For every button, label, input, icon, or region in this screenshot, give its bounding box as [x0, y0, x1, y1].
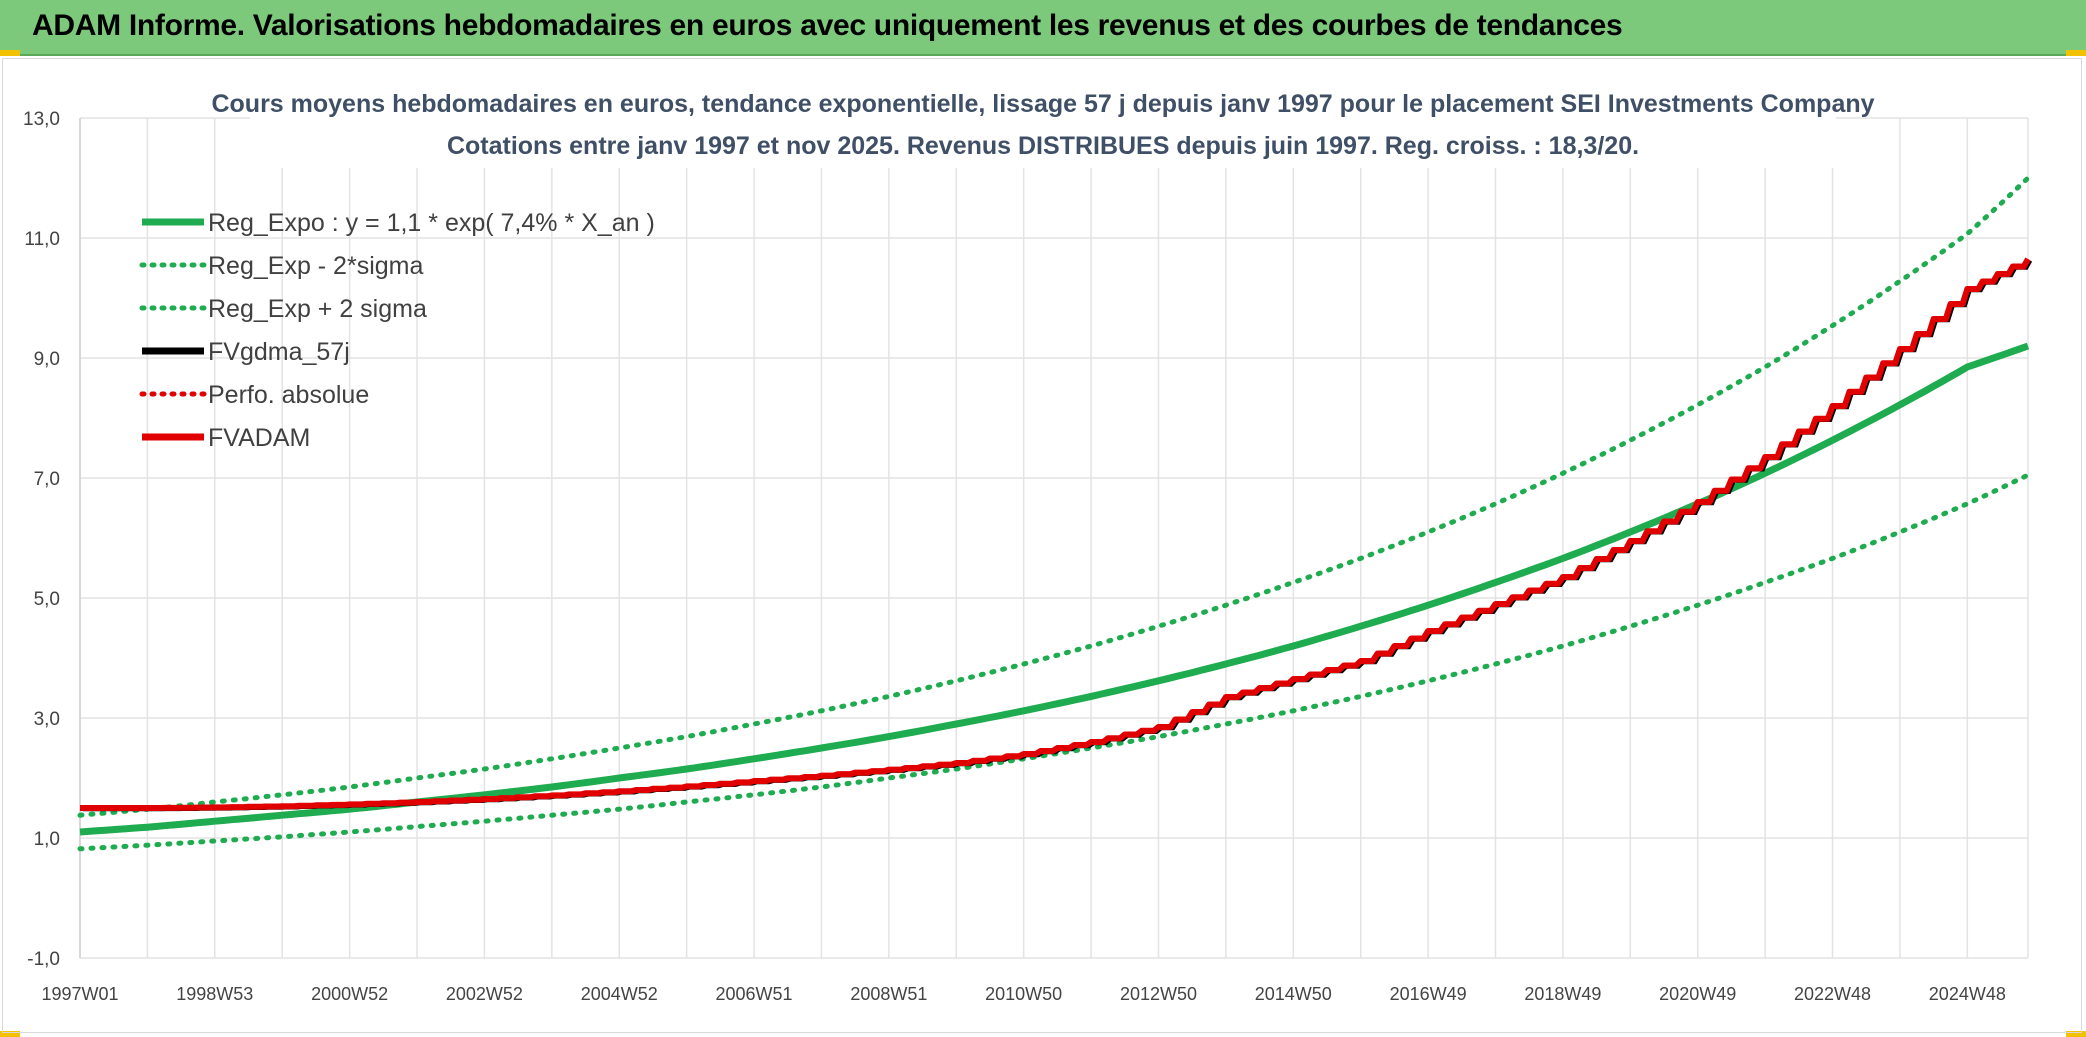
corner-mark-right	[2066, 50, 2086, 56]
series-fvgdma-57j	[83, 260, 2033, 812]
x-tick-label: 2002W52	[446, 984, 523, 1004]
legend: Reg_Expo : y = 1,1 * exp( 7,4% * X_an ) R…	[139, 209, 655, 452]
x-tick-label: 2014W50	[1255, 984, 1332, 1004]
x-tick-label: 2012W50	[1120, 984, 1197, 1004]
x-tick-label: 2006W51	[716, 984, 793, 1004]
y-tick-label: 3,0	[34, 709, 60, 730]
legend-label: Reg_Expo : y = 1,1 * exp( 7,4% * X_an )	[208, 209, 655, 237]
y-tick-label: 13,0	[23, 109, 60, 130]
title-banner: ADAM Informe. Valorisations hebdomadaire…	[0, 0, 2086, 56]
y-tick-label: 11,0	[24, 229, 60, 250]
legend-label: Reg_Exp + 2 sigma	[208, 295, 427, 323]
x-tick-label: 2020W49	[1659, 984, 1736, 1004]
chart-title-line-1: Cours moyens hebdomadaires en euros, ten…	[211, 90, 1874, 118]
x-tick-label: 1997W01	[41, 984, 118, 1004]
legend-label: FVgdma_57j	[208, 338, 350, 366]
chart-title-line-2: Cotations entre janv 1997 et nov 2025. R…	[447, 132, 1639, 160]
x-tick-label: 2004W52	[581, 984, 658, 1004]
x-tick-label: 2000W52	[311, 984, 388, 1004]
axis-ticks: -1,0 1,0 3,0 5,0 7,0 9,0 11,0 13,0 1997W01 1998W5…	[23, 109, 2006, 1004]
x-tick-label: 2018W49	[1524, 984, 1601, 1004]
y-tick-label: 5,0	[34, 589, 60, 610]
legend-label: Reg_Exp - 2*sigma	[208, 252, 423, 280]
x-tick-label: 1998W53	[176, 984, 253, 1004]
x-tick-label: 2016W49	[1390, 984, 1467, 1004]
series-fvadam	[80, 257, 2031, 811]
grid-lines	[79, 117, 2029, 959]
legend-label: Perfo. absolue	[208, 381, 369, 409]
y-tick-label: 7,0	[34, 469, 60, 490]
series-reg-expo	[79, 342, 2030, 836]
legend-label: FVADAM	[208, 424, 310, 452]
y-tick-label: -1,0	[27, 949, 60, 970]
x-tick-label: 2022W48	[1794, 984, 1871, 1004]
y-tick-label: 1,0	[34, 829, 60, 850]
x-tick-label: 2024W48	[1929, 984, 2006, 1004]
corner-mark-bottom-right	[2066, 1031, 2086, 1037]
corner-mark-left	[0, 50, 20, 56]
x-tick-label: 2008W51	[850, 984, 927, 1004]
y-tick-label: 9,0	[34, 349, 60, 370]
series-reg-exp-plus-2sigma	[77, 175, 2031, 818]
chart-frame	[2, 58, 2082, 1033]
title-background	[250, 86, 1836, 168]
series-lines	[77, 175, 2033, 852]
corner-mark-bottom-left	[0, 1031, 20, 1037]
x-tick-label: 2010W50	[985, 984, 1062, 1004]
page-title: ADAM Informe. Valorisations hebdomadaire…	[32, 9, 1623, 42]
series-reg-exp-minus-2sigma	[77, 472, 2031, 852]
